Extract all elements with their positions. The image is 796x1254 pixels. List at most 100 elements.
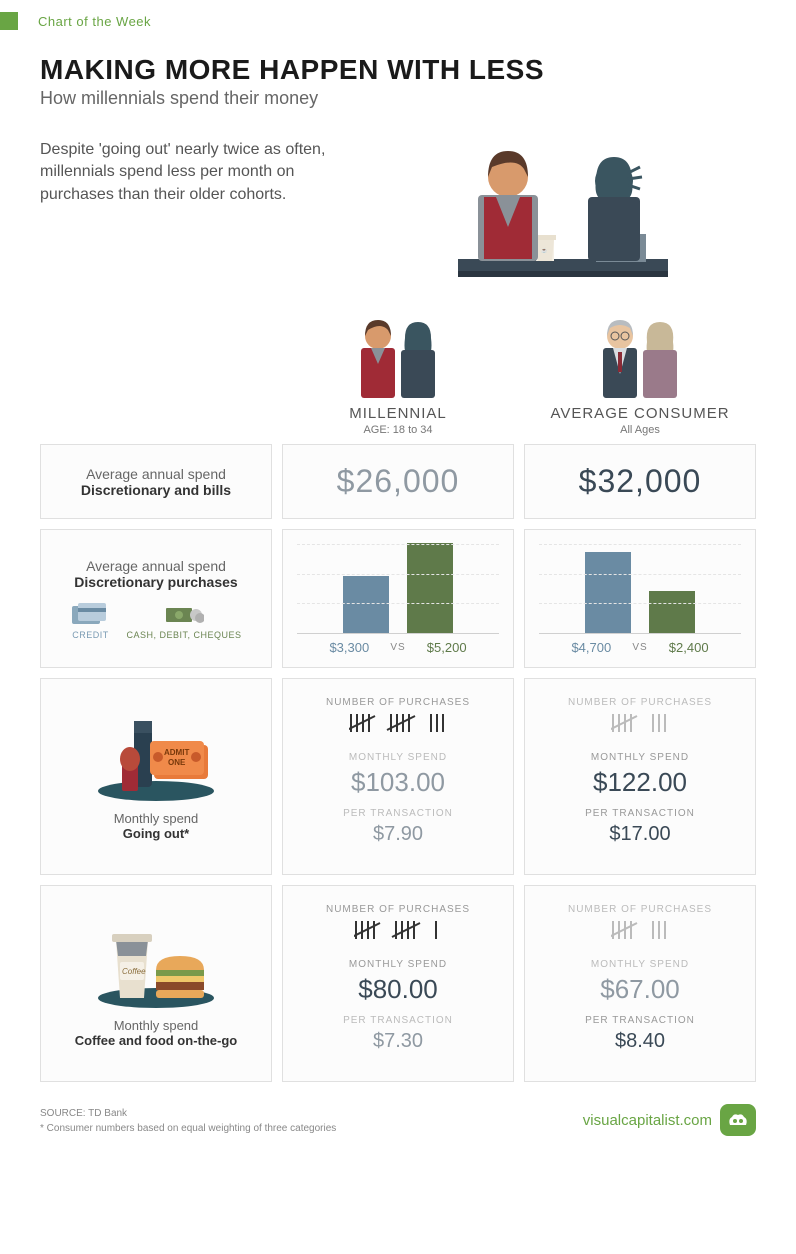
millennial-bar-chart <box>297 544 499 634</box>
annual-total-millennial: $26,000 <box>282 444 514 519</box>
coffee-food-label2: Coffee and food on-the-go <box>75 1033 237 1048</box>
cf-c-per-label: PER TRANSACTION <box>539 1015 741 1026</box>
millennial-cash-label: $5,200 <box>424 640 470 655</box>
going-out-consumer: NUMBER OF PURCHASES MONTHLY SPEND $122.0… <box>524 678 756 875</box>
go-c-per-value: $17.00 <box>539 823 741 846</box>
go-c-per-label: PER TRANSACTION <box>539 808 741 819</box>
cf-m-monthly-value: $80.00 <box>297 974 499 1005</box>
go-m-tally <box>297 712 499 742</box>
millennial-persona-icon <box>282 309 514 399</box>
brand-text: visualcapitalist.com <box>583 1112 712 1129</box>
consumer-credit-label: $4,700 <box>568 640 614 655</box>
going-out-millennial: NUMBER OF PURCHASES MONTHLY SPEND $103.0… <box>282 678 514 875</box>
going-out-label2: Going out* <box>114 826 199 841</box>
go-c-monthly-label: MONTHLY SPEND <box>539 752 741 763</box>
going-out-icon: ADMIT ONE <box>86 713 226 803</box>
bar-consumer-credit <box>585 552 631 633</box>
hero-illustration: ☕ <box>360 139 756 289</box>
cf-m-per-value: $7.30 <box>297 1030 499 1053</box>
annual-total-label2: Discretionary and bills <box>81 482 231 498</box>
data-grid: Average annual spend Discretionary and b… <box>0 444 796 1082</box>
cf-c-monthly-value: $67.00 <box>539 974 741 1005</box>
consumer-cash-label: $2,400 <box>666 640 712 655</box>
coffee-food-consumer: NUMBER OF PURCHASES MONTHLY SPEND $67.00… <box>524 885 756 1082</box>
legend-credit: CREDIT <box>70 602 110 640</box>
cf-m-per-label: PER TRANSACTION <box>297 1015 499 1026</box>
footnotes: SOURCE: TD Bank * Consumer numbers based… <box>40 1106 336 1136</box>
header-label: Chart of the Week <box>38 14 151 29</box>
annual-total-label1: Average annual spend <box>86 466 226 482</box>
subtitle: How millennials spend their money <box>40 88 756 109</box>
row-annual-total: Average annual spend Discretionary and b… <box>40 444 756 519</box>
go-m-monthly-label: MONTHLY SPEND <box>297 752 499 763</box>
annual-total-consumer-value: $32,000 <box>579 463 702 500</box>
credit-card-icon <box>70 602 110 626</box>
go-m-per-label: PER TRANSACTION <box>297 808 499 819</box>
bar-consumer-cash <box>649 591 695 633</box>
bar-millennial-credit <box>343 576 389 633</box>
svg-text:Coffee: Coffee <box>122 967 146 976</box>
brand-badge-icon <box>720 1104 756 1136</box>
payment-legend: CREDIT CASH, DEBIT, CHEQUES <box>70 602 241 640</box>
cf-c-tally <box>539 919 741 949</box>
go-c-purchases-label: NUMBER OF PURCHASES <box>539 697 741 708</box>
svg-text:☕: ☕ <box>541 247 547 254</box>
svg-text:ONE: ONE <box>168 758 186 767</box>
consumer-vs: VS <box>632 642 647 653</box>
legend-cash: CASH, DEBIT, CHEQUES <box>126 602 241 640</box>
cf-m-tally <box>297 919 499 949</box>
millennial-label: MILLENNIAL <box>282 405 514 422</box>
header-strip: Chart of the Week <box>0 0 796 30</box>
cf-c-monthly-label: MONTHLY SPEND <box>539 959 741 970</box>
brand: visualcapitalist.com <box>583 1104 756 1136</box>
annual-total-consumer: $32,000 <box>524 444 756 519</box>
go-c-monthly-value: $122.00 <box>539 767 741 798</box>
intro-paragraph: Despite 'going out' nearly twice as ofte… <box>40 139 340 206</box>
consumer-sublabel: All Ages <box>524 424 756 436</box>
go-c-tally <box>539 712 741 742</box>
go-m-monthly-value: $103.00 <box>297 767 499 798</box>
accent-block <box>0 12 18 30</box>
going-out-label1: Monthly spend <box>114 811 199 826</box>
annual-total-label-cell: Average annual spend Discretionary and b… <box>40 444 272 519</box>
row-going-out: ADMIT ONE Monthly spend Going out* NUMBE… <box>40 678 756 875</box>
bar-millennial-cash <box>407 543 453 633</box>
discretionary-label-cell: Average annual spend Discretionary purch… <box>40 529 272 668</box>
millennial-credit-label: $3,300 <box>326 640 372 655</box>
column-headers: MILLENNIAL AGE: 18 to 34 AVERAGE CON <box>0 299 796 444</box>
cf-c-purchases-label: NUMBER OF PURCHASES <box>539 904 741 915</box>
millennial-sublabel: AGE: 18 to 34 <box>282 424 514 436</box>
footer: SOURCE: TD Bank * Consumer numbers based… <box>0 1092 796 1166</box>
consumer-bar-chart <box>539 544 741 634</box>
legend-cash-label: CASH, DEBIT, CHEQUES <box>126 630 241 640</box>
cf-m-purchases-label: NUMBER OF PURCHASES <box>297 904 499 915</box>
intro-row: Despite 'going out' nearly twice as ofte… <box>0 119 796 299</box>
main-title: MAKING MORE HAPPEN WITH LESS <box>40 54 756 86</box>
millennial-vs: VS <box>390 642 405 653</box>
coffee-food-millennial: NUMBER OF PURCHASES MONTHLY SPEND $80.00… <box>282 885 514 1082</box>
footnote-line: * Consumer numbers based on equal weight… <box>40 1121 336 1136</box>
discretionary-millennial: $3,300 VS $5,200 <box>282 529 514 668</box>
svg-text:ADMIT: ADMIT <box>164 748 189 757</box>
source-line: SOURCE: TD Bank <box>40 1106 336 1121</box>
discretionary-label2: Discretionary purchases <box>74 574 237 590</box>
row-discretionary: Average annual spend Discretionary purch… <box>40 529 756 668</box>
cf-c-per-value: $8.40 <box>539 1030 741 1053</box>
coffee-food-label-cell: Coffee Monthly spend Coffee and food on-… <box>40 885 272 1082</box>
coffee-food-icon: Coffee <box>86 920 226 1010</box>
annual-total-millennial-value: $26,000 <box>337 463 460 500</box>
coffee-food-label1: Monthly spend <box>114 1018 199 1033</box>
consumer-label: AVERAGE CONSUMER <box>524 405 756 422</box>
discretionary-label1: Average annual spend <box>86 558 226 574</box>
cf-m-monthly-label: MONTHLY SPEND <box>297 959 499 970</box>
go-m-purchases-label: NUMBER OF PURCHASES <box>297 697 499 708</box>
title-section: MAKING MORE HAPPEN WITH LESS How millenn… <box>0 30 796 119</box>
row-coffee-food: Coffee Monthly spend Coffee and food on-… <box>40 885 756 1082</box>
cash-icon <box>164 602 204 626</box>
consumer-header: AVERAGE CONSUMER All Ages <box>524 309 756 436</box>
discretionary-consumer: $4,700 VS $2,400 <box>524 529 756 668</box>
consumer-persona-icon <box>524 309 756 399</box>
millennial-header: MILLENNIAL AGE: 18 to 34 <box>282 309 514 436</box>
go-m-per-value: $7.90 <box>297 823 499 846</box>
going-out-label-cell: ADMIT ONE Monthly spend Going out* <box>40 678 272 875</box>
